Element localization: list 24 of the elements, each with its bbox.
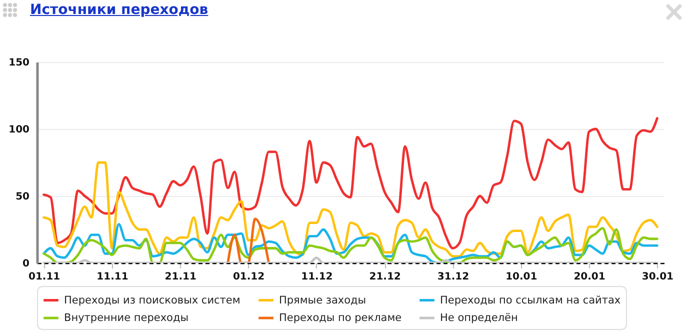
legend-label: Переходы по ссылкам на сайтах [440,294,621,306]
legend-label: Переходы по рекламе [279,312,402,324]
legend-label: Переходы из поисковых систем [64,294,240,306]
y-tick-label: 100 [8,124,30,136]
line-series [42,117,658,250]
x-tick-label: 11.12 [301,272,333,282]
legend-label: Не определён [440,312,518,324]
legend-label: Прямые заходы [279,294,366,306]
x-tick-label: 21.12 [369,272,401,282]
chart-title: Источники переходов [30,2,208,18]
y-tick-label: 0 [22,258,30,270]
y-tick-label: 150 [8,58,30,68]
legend-label: Внутренние переходы [64,312,189,324]
x-tick-label: 01.12 [232,272,265,282]
x-tick-label: 10.01 [506,272,538,282]
x-tick-label: 01.11 [28,272,60,282]
x-tick-label: 21.11 [164,272,196,282]
line-series [226,218,270,263]
line-series [42,161,658,258]
x-tick-label: 20.01 [574,272,606,282]
y-tick-label: 50 [16,192,30,202]
x-tick-label: 11.11 [96,272,128,282]
x-tick-label: 30.01 [642,272,674,282]
x-tick-label: 31.12 [437,272,470,282]
